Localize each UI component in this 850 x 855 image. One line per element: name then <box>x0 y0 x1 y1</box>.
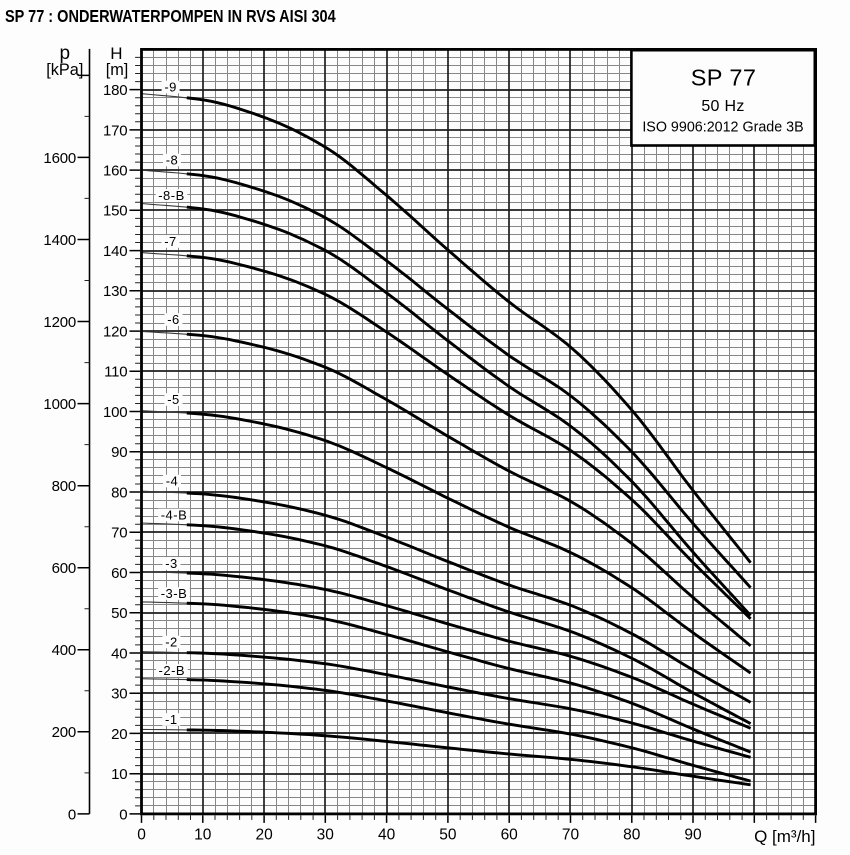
svg-text:600: 600 <box>52 560 76 577</box>
svg-text:800: 800 <box>52 478 76 495</box>
svg-text:0: 0 <box>68 806 76 823</box>
svg-text:40: 40 <box>111 645 127 662</box>
svg-text:-3-B: -3-B <box>161 586 188 601</box>
svg-text:90: 90 <box>684 826 702 843</box>
svg-text:-4: -4 <box>166 474 179 489</box>
svg-text:-2: -2 <box>165 635 178 650</box>
svg-text:Q [m³/h]: Q [m³/h] <box>754 827 815 846</box>
svg-text:[m]: [m] <box>106 61 129 79</box>
svg-text:20: 20 <box>255 826 273 843</box>
svg-text:70: 70 <box>562 826 580 843</box>
svg-text:50 Hz: 50 Hz <box>701 98 744 115</box>
svg-text:-1: -1 <box>165 712 178 727</box>
svg-text:-7: -7 <box>164 234 177 249</box>
svg-text:30: 30 <box>317 826 335 843</box>
svg-text:400: 400 <box>52 642 76 659</box>
svg-text:80: 80 <box>111 484 127 501</box>
svg-text:0: 0 <box>137 826 146 843</box>
svg-text:-9: -9 <box>164 80 177 95</box>
svg-text:1200: 1200 <box>43 314 76 331</box>
svg-text:SP 77: SP 77 <box>691 65 757 91</box>
svg-text:-3: -3 <box>165 556 178 571</box>
svg-text:[kPa]: [kPa] <box>46 61 83 79</box>
svg-text:40: 40 <box>378 826 396 843</box>
svg-text:H: H <box>110 44 122 63</box>
svg-text:130: 130 <box>103 283 127 300</box>
svg-text:90: 90 <box>111 444 127 461</box>
svg-text:20: 20 <box>111 726 127 743</box>
svg-text:1400: 1400 <box>43 232 76 249</box>
svg-text:200: 200 <box>52 724 76 741</box>
svg-text:150: 150 <box>103 203 127 220</box>
svg-text:10: 10 <box>194 826 212 843</box>
svg-text:-6: -6 <box>167 312 180 327</box>
svg-text:120: 120 <box>103 324 127 341</box>
svg-text:1600: 1600 <box>43 150 76 167</box>
svg-text:30: 30 <box>111 686 127 703</box>
svg-text:-4-B: -4-B <box>161 508 188 523</box>
svg-text:-5: -5 <box>167 392 180 407</box>
svg-text:10: 10 <box>111 766 127 783</box>
svg-text:-2-B: -2-B <box>159 663 186 678</box>
svg-text:1000: 1000 <box>43 396 76 413</box>
svg-text:0: 0 <box>119 806 127 823</box>
svg-text:140: 140 <box>103 243 127 260</box>
svg-text:60: 60 <box>111 565 127 582</box>
svg-text:ISO 9906:2012 Grade 3B: ISO 9906:2012 Grade 3B <box>642 120 803 136</box>
svg-text:110: 110 <box>104 364 127 381</box>
svg-text:p: p <box>60 43 71 64</box>
svg-text:180: 180 <box>103 82 127 99</box>
svg-text:-8-B: -8-B <box>158 188 185 203</box>
svg-text:160: 160 <box>103 163 127 180</box>
svg-text:100: 100 <box>103 404 127 421</box>
svg-text:170: 170 <box>103 122 127 139</box>
svg-text:50: 50 <box>439 826 457 843</box>
svg-text:-8: -8 <box>166 153 179 168</box>
svg-text:60: 60 <box>501 826 519 843</box>
svg-text:50: 50 <box>111 605 127 622</box>
svg-text:70: 70 <box>111 525 127 542</box>
svg-text:80: 80 <box>623 826 641 843</box>
